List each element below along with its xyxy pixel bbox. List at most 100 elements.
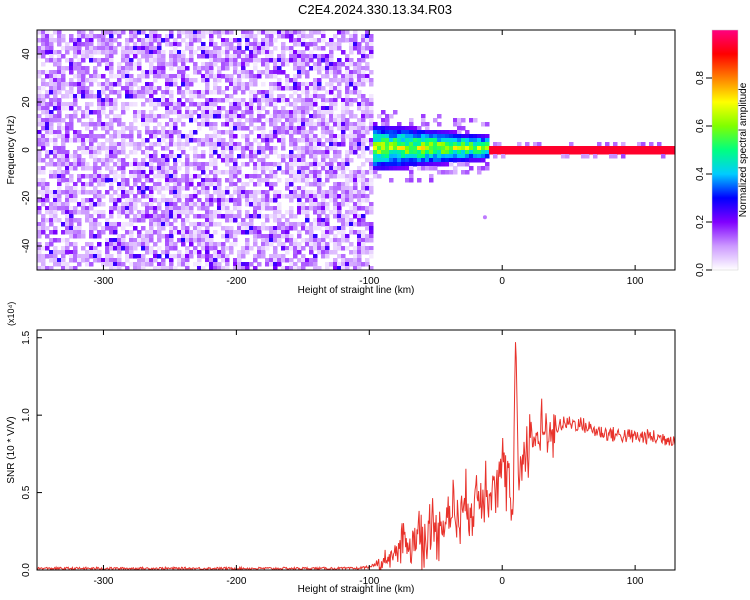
- heatmap-cell: [61, 94, 66, 99]
- heatmap-cell: [229, 38, 234, 43]
- heatmap-cell: [101, 178, 106, 183]
- heatmap-cell: [129, 74, 134, 79]
- heatmap-cell: [577, 150, 582, 155]
- heatmap-cell: [305, 82, 310, 87]
- heatmap-cell: [101, 158, 106, 163]
- heatmap-cell: [285, 62, 290, 67]
- heatmap-cell: [117, 198, 122, 203]
- heatmap-cell: [321, 46, 326, 51]
- heatmap-cell: [265, 182, 270, 187]
- heatmap-cell: [57, 78, 62, 83]
- heatmap-cell: [173, 78, 178, 83]
- heatmap-cell: [81, 202, 86, 207]
- heatmap-cell: [321, 54, 326, 59]
- heatmap-cell: [193, 246, 198, 251]
- heatmap-cell: [41, 142, 46, 147]
- heatmap-cell: [69, 66, 74, 71]
- heatmap-cell: [305, 130, 310, 135]
- heatmap-cell: [145, 42, 150, 47]
- heatmap-cell: [173, 186, 178, 191]
- heatmap-cell: [237, 102, 242, 107]
- heatmap-cell: [341, 186, 346, 191]
- heatmap-cell: [609, 146, 614, 151]
- heatmap-cell: [265, 258, 270, 263]
- heatmap-cell: [45, 134, 50, 139]
- heatmap-cell: [37, 138, 42, 143]
- heatmap-cell: [425, 166, 430, 171]
- heatmap-cell: [205, 250, 210, 255]
- heatmap-cell: [485, 146, 490, 151]
- heatmap-cell: [237, 250, 242, 255]
- heatmap-cell: [269, 182, 274, 187]
- heatmap-cell: [121, 102, 126, 107]
- heatmap-cell: [357, 198, 362, 203]
- heatmap-cell: [485, 150, 490, 155]
- heatmap-cell: [117, 158, 122, 163]
- heatmap-cell: [125, 58, 130, 63]
- heatmap-cell: [269, 226, 274, 231]
- heatmap-cell: [169, 82, 174, 87]
- heatmap-cell: [277, 110, 282, 115]
- heatmap-cell: [109, 214, 114, 219]
- heatmap-cell: [461, 146, 466, 151]
- heatmap-cell: [301, 118, 306, 123]
- heatmap-cell: [245, 190, 250, 195]
- heatmap-cell: [65, 114, 70, 119]
- heatmap-cell: [313, 210, 318, 215]
- heatmap-cell: [389, 138, 394, 143]
- heatmap-cell: [321, 134, 326, 139]
- heatmap-cell: [89, 42, 94, 47]
- heatmap-cell: [337, 154, 342, 159]
- heatmap-cell: [277, 230, 282, 235]
- heatmap-cell: [89, 166, 94, 171]
- heatmap-cell: [201, 162, 206, 167]
- heatmap-cell: [353, 130, 358, 135]
- heatmap-cell: [117, 90, 122, 95]
- heatmap-cell: [261, 58, 266, 63]
- heatmap-cell: [41, 122, 46, 127]
- heatmap-cell: [57, 182, 62, 187]
- heatmap-cell: [245, 30, 250, 35]
- heatmap-cell: [205, 46, 210, 51]
- heatmap-cell: [213, 126, 218, 131]
- heatmap-cell: [89, 142, 94, 147]
- heatmap-cell: [341, 138, 346, 143]
- heatmap-cell: [273, 250, 278, 255]
- heatmap-cell: [333, 150, 338, 155]
- heatmap-cell: [137, 62, 142, 67]
- heatmap-cell: [169, 198, 174, 203]
- heatmap-cell: [189, 206, 194, 211]
- heatmap-cell: [189, 58, 194, 63]
- heatmap-cell: [81, 94, 86, 99]
- heatmap-cell: [109, 186, 114, 191]
- heatmap-cell: [117, 118, 122, 123]
- heatmap-cell: [661, 150, 666, 155]
- heatmap-cell: [105, 62, 110, 67]
- heatmap-cell: [329, 230, 334, 235]
- heatmap-cell: [165, 178, 170, 183]
- heatmap-cell: [305, 230, 310, 235]
- heatmap-cell: [309, 38, 314, 43]
- heatmap-cell: [141, 50, 146, 55]
- heatmap-cell: [361, 230, 366, 235]
- heatmap-cell: [49, 78, 54, 83]
- heatmap-cell: [329, 186, 334, 191]
- heatmap-cell: [201, 74, 206, 79]
- heatmap-cell: [41, 222, 46, 227]
- heatmap-cell: [125, 134, 130, 139]
- heatmap-cell: [85, 262, 90, 267]
- snr-frame: [36, 329, 676, 571]
- heatmap-cell: [105, 38, 110, 43]
- heatmap-cell: [573, 150, 578, 155]
- heatmap-cell: [313, 242, 318, 247]
- heatmap-cell: [225, 230, 230, 235]
- heatmap-cell: [261, 146, 266, 151]
- heatmap-cell: [129, 62, 134, 67]
- heatmap-cell: [233, 82, 238, 87]
- heatmap-cell: [369, 38, 374, 43]
- heatmap-cell: [245, 202, 250, 207]
- heatmap-cell: [341, 194, 346, 199]
- heatmap-cell: [169, 214, 174, 219]
- heatmap-cell: [317, 210, 322, 215]
- heatmap-cell: [57, 258, 62, 263]
